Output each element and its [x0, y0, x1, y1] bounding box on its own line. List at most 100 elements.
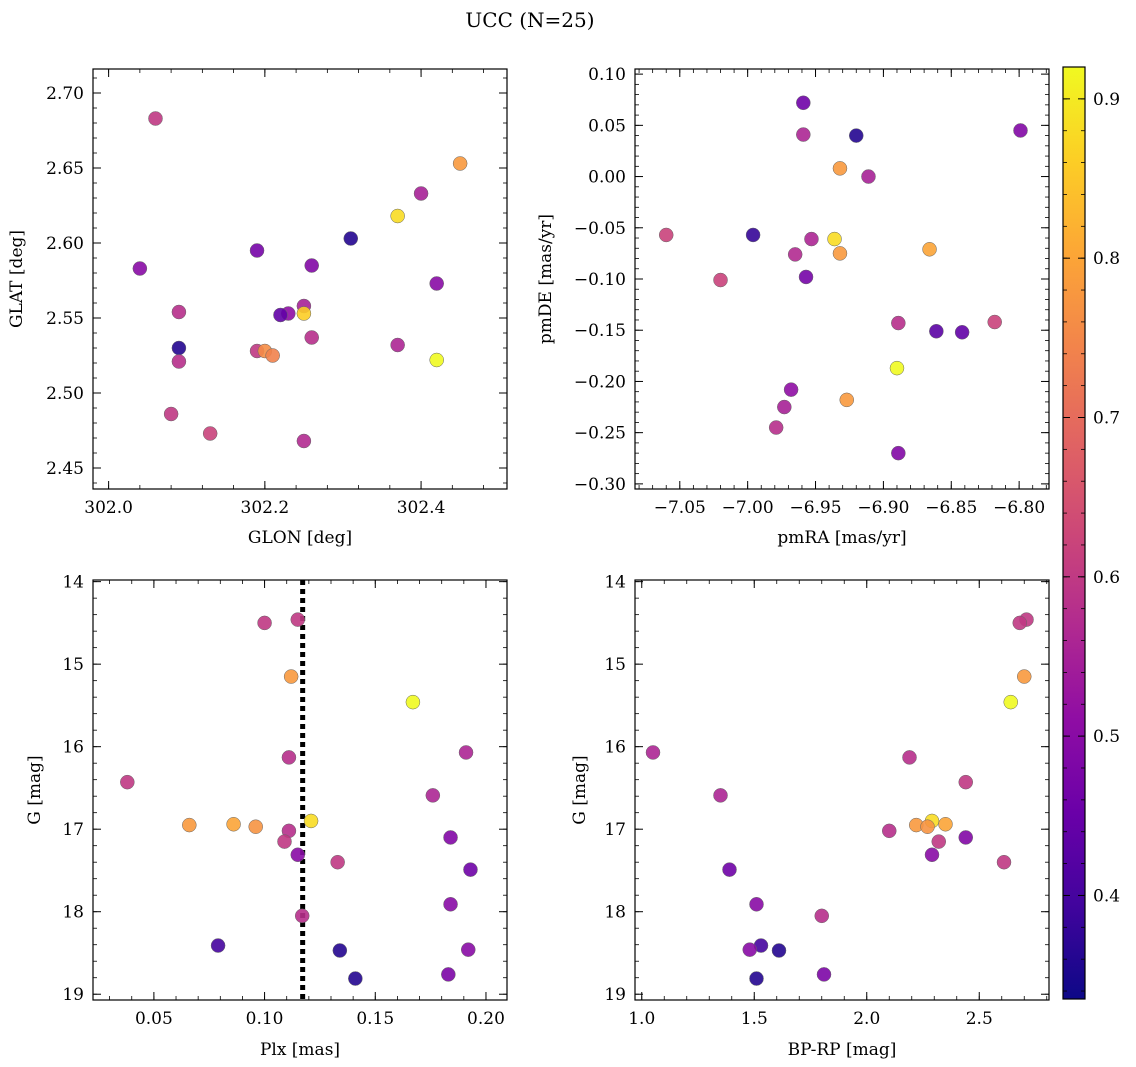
data-point	[304, 258, 319, 273]
data-point	[814, 908, 829, 924]
data-point	[787, 247, 803, 262]
data-point	[777, 399, 792, 415]
data-point	[441, 967, 456, 982]
data-point	[722, 862, 737, 877]
data-point	[390, 208, 405, 224]
x-tick-label: −7.00	[722, 498, 774, 518]
data-point	[745, 227, 761, 243]
x-tick-label: 1.5	[741, 1009, 768, 1029]
y-tick-label: 2.55	[46, 309, 84, 329]
x-tick-label: 1.0	[628, 1009, 655, 1029]
data-point	[405, 694, 421, 710]
data-point	[273, 307, 288, 323]
x-tick-label: 2.5	[966, 1009, 993, 1029]
data-point	[796, 95, 811, 111]
data-point	[330, 854, 345, 870]
x-tick-label: 302.0	[84, 498, 133, 518]
data-point	[1013, 123, 1028, 138]
data-point	[226, 816, 241, 832]
data-point	[390, 337, 405, 353]
y-tick-label: 19	[62, 985, 84, 1005]
ticks	[93, 69, 507, 489]
y-tick-label: 2.65	[46, 159, 84, 179]
colorbar-tick-label: 0.8	[1093, 249, 1120, 269]
y-tick-label: −0.05	[574, 219, 626, 239]
x-tick-label: 0.05	[135, 1009, 173, 1029]
data-point	[902, 750, 917, 765]
points-group	[120, 612, 478, 986]
y-tick-label: 0.10	[588, 65, 626, 85]
y-tick-label: 18	[604, 903, 626, 923]
data-point	[713, 272, 728, 288]
data-point	[348, 971, 363, 986]
colorbar: 0.4 0.5 0.6 0.7 0.8 0.9	[1062, 66, 1120, 1000]
ticks	[635, 69, 1049, 489]
data-point	[210, 938, 226, 953]
figure-title: UCC (N=25)	[465, 8, 594, 32]
data-point	[827, 231, 842, 247]
x-axis-label: Plx [mas]	[260, 1040, 340, 1060]
data-point	[1003, 694, 1018, 710]
x-tick-label: −7.05	[654, 498, 706, 518]
data-point	[839, 392, 855, 408]
data-point	[924, 847, 940, 863]
y-tick-label: −0.20	[574, 372, 626, 392]
data-point	[804, 231, 819, 247]
colorbar-gradient	[1063, 67, 1085, 999]
colorbar-frame	[1062, 66, 1086, 1000]
data-point	[771, 943, 787, 958]
axes-frame	[634, 68, 1050, 490]
x-tick-label: 2.0	[853, 1009, 880, 1029]
data-point	[882, 823, 897, 839]
x-axis-label: pmRA [mas/yr]	[777, 528, 906, 548]
data-point	[996, 854, 1012, 870]
panel-2: −7.05 −7.00 −6.95 −6.90 −6.85 −6.80 −0.30 −0.25…	[536, 65, 1050, 548]
data-point	[171, 354, 187, 369]
data-point	[987, 314, 1002, 330]
data-point	[171, 304, 187, 320]
data-point	[768, 420, 784, 435]
y-tick-label: 15	[604, 655, 626, 675]
data-point	[277, 834, 292, 849]
y-tick-label: 0.05	[588, 116, 626, 136]
data-point	[783, 382, 799, 397]
x-tick-label: 302.4	[397, 498, 446, 518]
y-tick-label: 2.45	[46, 459, 84, 479]
x-tick-label: 302.2	[241, 498, 290, 518]
data-point	[938, 816, 953, 832]
panel-3: 0.05 0.10 0.15 0.20 14 15 16 17 18 19 Plx [mas] G […	[25, 573, 508, 1060]
data-point	[849, 128, 864, 143]
data-point	[148, 111, 163, 126]
data-point	[1012, 615, 1027, 631]
y-axis-label: G [mag]	[570, 755, 590, 824]
data-point	[290, 612, 306, 627]
y-tick-label: 14	[604, 573, 626, 593]
data-point	[645, 745, 661, 760]
data-point	[931, 834, 946, 849]
data-point	[429, 352, 444, 368]
panel-1: 302.0 302.2 302.4 2.45 2.50 2.55 2.60 2.65 2.70 G…	[7, 68, 508, 548]
data-point	[749, 971, 764, 986]
data-point	[413, 186, 429, 201]
data-point	[332, 943, 348, 958]
data-point	[443, 830, 458, 845]
y-tick-label: 2.60	[46, 234, 84, 254]
axes-frame	[634, 579, 1050, 1001]
panel-4: 1.0 1.5 2.0 2.5 14 15 16 17 18 19 BP-RP [mag] G [ma…	[570, 573, 1050, 1060]
data-point	[891, 445, 906, 461]
x-tick-label: −6.85	[925, 498, 977, 518]
y-tick-label: −0.30	[574, 475, 626, 495]
ticks	[635, 580, 1049, 1000]
data-point	[290, 847, 306, 863]
data-point	[249, 243, 265, 258]
data-point	[922, 242, 937, 257]
data-point	[463, 862, 478, 877]
y-tick-label: 19	[604, 985, 626, 1005]
data-point	[171, 340, 187, 356]
y-tick-label: 15	[62, 655, 84, 675]
x-tick-label: 0.15	[356, 1009, 394, 1029]
y-tick-label: 17	[62, 820, 84, 840]
colorbar-tick-label: 0.9	[1093, 90, 1120, 110]
data-point	[796, 127, 811, 142]
data-point	[452, 156, 468, 171]
